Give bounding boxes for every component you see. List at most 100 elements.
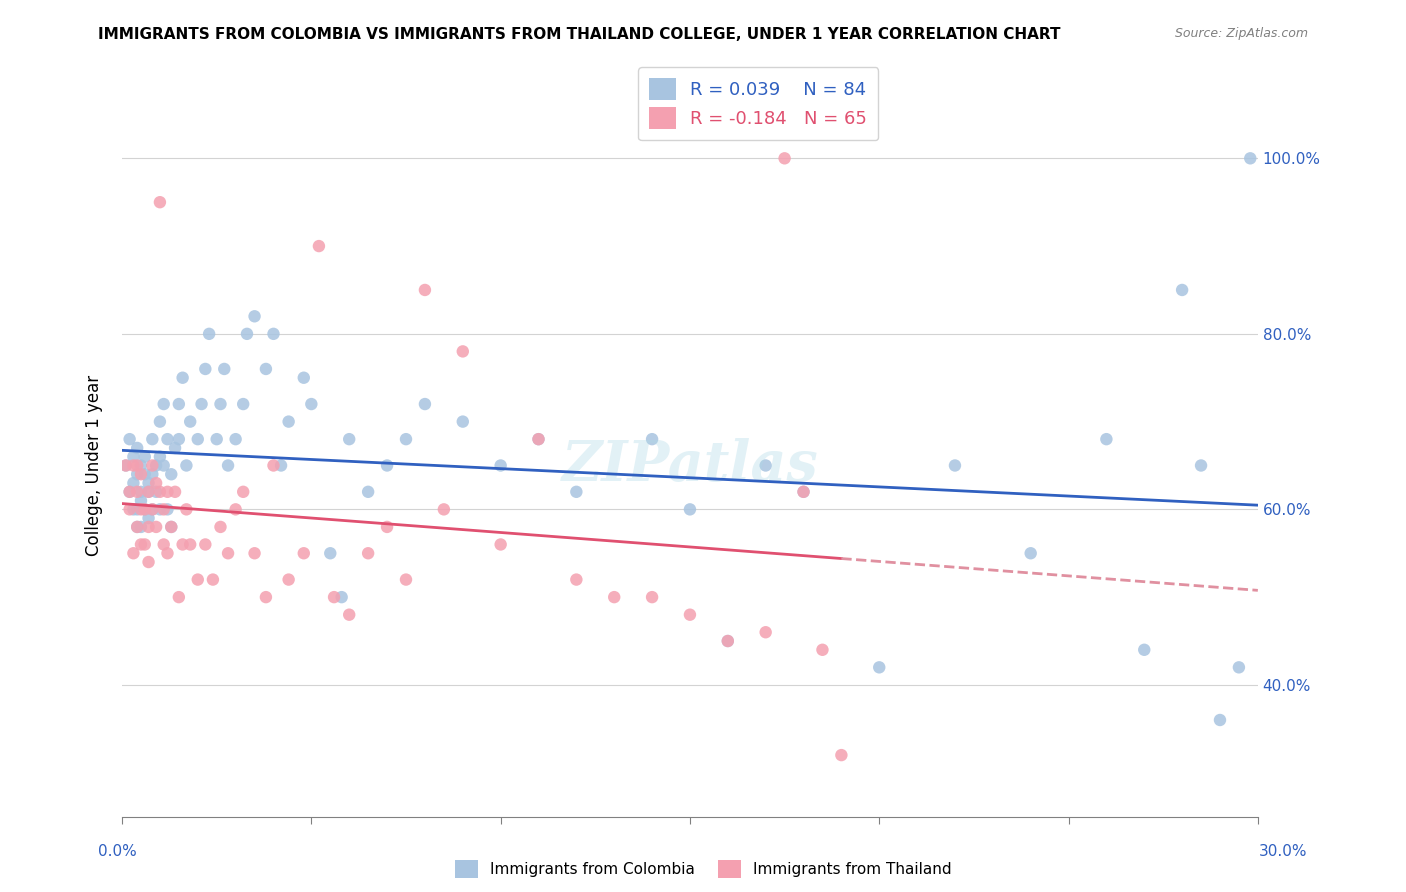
- Point: [122, 502, 145, 516]
- Point: [172, 537, 194, 551]
- Point: [198, 326, 221, 341]
- Point: [375, 458, 398, 473]
- Legend: R = 0.039    N = 84, R = -0.184   N = 65: R = 0.039 N = 84, R = -0.184 N = 65: [638, 67, 879, 140]
- Text: 0.0%: 0.0%: [98, 845, 138, 859]
- Point: [176, 458, 198, 473]
- Point: [167, 590, 190, 604]
- Point: [323, 590, 346, 604]
- Point: [232, 397, 254, 411]
- Point: [165, 484, 187, 499]
- Point: [134, 502, 156, 516]
- Point: [943, 458, 966, 473]
- Point: [141, 502, 163, 516]
- Point: [127, 502, 149, 516]
- Point: [489, 537, 512, 551]
- Point: [194, 537, 217, 551]
- Point: [160, 520, 183, 534]
- Point: [156, 432, 179, 446]
- Point: [232, 484, 254, 499]
- Point: [156, 502, 179, 516]
- Text: ZIPatlas: ZIPatlas: [561, 438, 818, 493]
- Point: [187, 432, 209, 446]
- Point: [122, 450, 145, 464]
- Point: [160, 520, 183, 534]
- Point: [225, 502, 247, 516]
- Point: [755, 458, 778, 473]
- Point: [603, 590, 626, 604]
- Point: [1227, 660, 1250, 674]
- Point: [1133, 642, 1156, 657]
- Point: [830, 748, 852, 763]
- Point: [145, 458, 167, 473]
- Point: [145, 484, 167, 499]
- Point: [236, 326, 259, 341]
- Point: [167, 397, 190, 411]
- Point: [217, 458, 239, 473]
- Point: [118, 502, 141, 516]
- Point: [292, 370, 315, 384]
- Point: [138, 555, 160, 569]
- Point: [141, 502, 163, 516]
- Point: [773, 151, 796, 165]
- Point: [717, 634, 740, 648]
- Point: [129, 520, 152, 534]
- Point: [792, 484, 814, 499]
- Point: [209, 397, 232, 411]
- Point: [141, 432, 163, 446]
- Point: [129, 458, 152, 473]
- Point: [129, 484, 152, 499]
- Point: [357, 484, 380, 499]
- Text: IMMIGRANTS FROM COLOMBIA VS IMMIGRANTS FROM THAILAND COLLEGE, UNDER 1 YEAR CORRE: IMMIGRANTS FROM COLOMBIA VS IMMIGRANTS F…: [98, 27, 1062, 42]
- Point: [1171, 283, 1194, 297]
- Point: [149, 415, 172, 429]
- Point: [134, 467, 156, 482]
- Point: [118, 432, 141, 446]
- Point: [433, 502, 456, 516]
- Point: [190, 397, 212, 411]
- Point: [129, 537, 152, 551]
- Point: [527, 432, 550, 446]
- Point: [187, 573, 209, 587]
- Point: [209, 520, 232, 534]
- Point: [357, 546, 380, 560]
- Point: [277, 415, 299, 429]
- Point: [194, 362, 217, 376]
- Point: [129, 467, 152, 482]
- Point: [149, 195, 172, 210]
- Point: [214, 362, 236, 376]
- Point: [868, 660, 890, 674]
- Point: [156, 546, 179, 560]
- Point: [319, 546, 342, 560]
- Point: [127, 441, 149, 455]
- Point: [451, 344, 474, 359]
- Point: [1095, 432, 1118, 446]
- Point: [565, 484, 588, 499]
- Point: [141, 467, 163, 482]
- Point: [122, 458, 145, 473]
- Point: [141, 458, 163, 473]
- Point: [127, 520, 149, 534]
- Point: [138, 476, 160, 491]
- Point: [138, 520, 160, 534]
- Point: [451, 415, 474, 429]
- Point: [299, 397, 322, 411]
- Point: [179, 537, 201, 551]
- Point: [489, 458, 512, 473]
- Point: [755, 625, 778, 640]
- Point: [292, 546, 315, 560]
- Point: [145, 476, 167, 491]
- Point: [413, 397, 436, 411]
- Point: [118, 484, 141, 499]
- Point: [201, 573, 224, 587]
- Point: [122, 546, 145, 560]
- Point: [254, 362, 277, 376]
- Point: [254, 590, 277, 604]
- Point: [145, 520, 167, 534]
- Point: [641, 432, 664, 446]
- Point: [1239, 151, 1261, 165]
- Point: [205, 432, 228, 446]
- Point: [330, 590, 353, 604]
- Point: [167, 432, 190, 446]
- Point: [160, 467, 183, 482]
- Y-axis label: College, Under 1 year: College, Under 1 year: [86, 375, 103, 556]
